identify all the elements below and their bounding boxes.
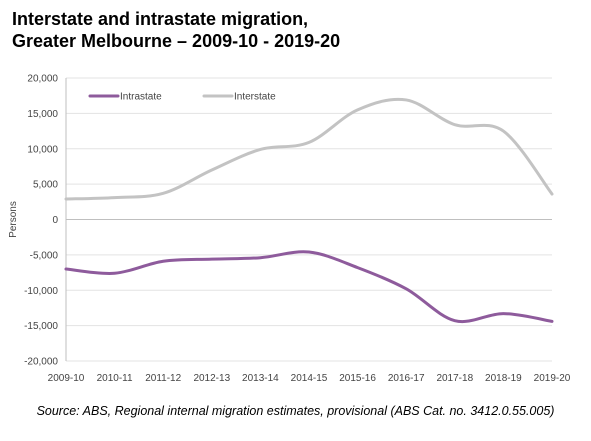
x-tick-label: 2010-11: [97, 373, 133, 384]
y-axis-label: Persons: [8, 201, 19, 238]
x-tick-label: 2015-16: [339, 373, 376, 384]
chart-title-line-1: Interstate and intrastate migration,: [12, 9, 309, 29]
series-line-interstate: [64, 97, 554, 201]
chart-title-line-2: Greater Melbourne – 2009-10 - 2019-20: [12, 31, 341, 51]
axes: 20,000 15,000 10,000 5,000 0 -5,000 -10,000 -15…: [8, 74, 571, 385]
y-tick-label: -15,000: [24, 321, 58, 332]
x-tick-label: 2016-17: [388, 373, 425, 384]
y-tick-label: -5,000: [30, 250, 59, 261]
y-tick-label: 5,000: [33, 180, 58, 191]
y-tick-label: 20,000: [27, 74, 58, 85]
x-tick-label: 2012-13: [193, 373, 230, 384]
x-tick-label: 2019-20: [534, 373, 571, 384]
y-tick-label: 10,000: [27, 144, 58, 155]
y-tick-label: 0: [52, 215, 58, 226]
legend-label-intrastate: Intrastate: [120, 92, 162, 103]
y-tick-label: 15,000: [27, 109, 58, 120]
x-tick-label: 2013-14: [242, 373, 279, 384]
x-tick-label: 2018-19: [485, 373, 522, 384]
gridlines: [66, 77, 552, 362]
legend-label-interstate: Interstate: [234, 92, 276, 103]
x-tick-label: 2009-10: [48, 373, 85, 384]
x-tick-label: 2014-15: [291, 373, 328, 384]
source-note: Source: ABS, Regional internal migration…: [36, 404, 555, 418]
y-tick-label: -10,000: [24, 286, 58, 297]
y-tick-label: -20,000: [24, 357, 58, 368]
series-line-intrastate: [64, 250, 554, 324]
legend: Intrastate Interstate: [88, 92, 276, 103]
x-tick-label: 2011-12: [145, 373, 181, 384]
series-lines: [64, 97, 554, 324]
x-tick-label: 2017-18: [436, 373, 473, 384]
chart-title: Interstate and intrastate migration, Gre…: [12, 8, 340, 52]
